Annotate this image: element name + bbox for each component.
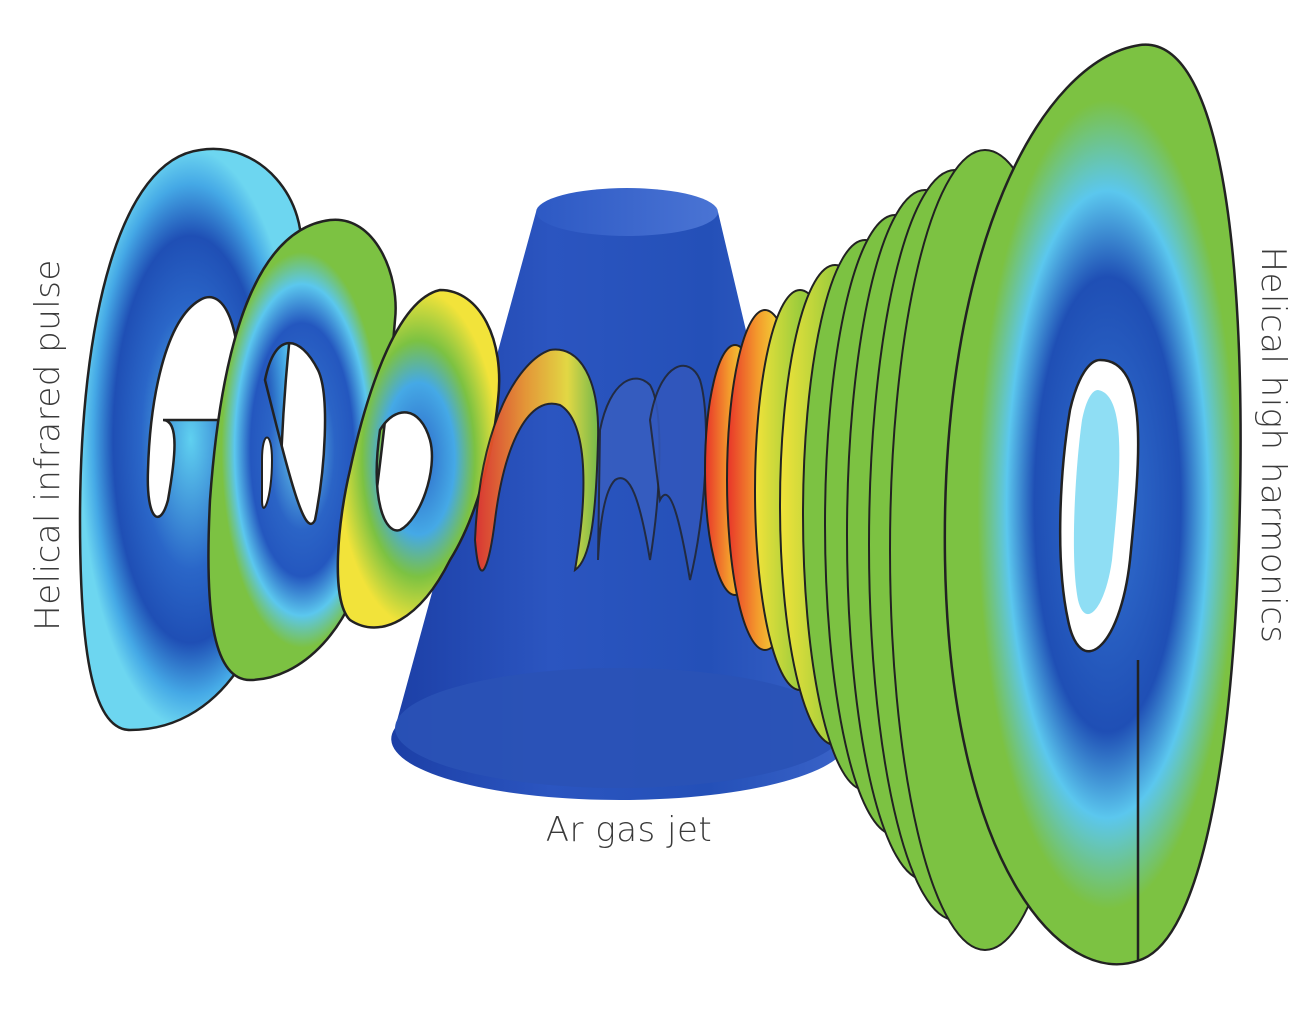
harmonic-disc-front [943,43,1242,966]
infrared-helix-loop-3 [336,288,501,629]
infrared-pulse-label: Helical infrared pulse [28,259,68,631]
gas-jet-label: Ar gas jet [545,810,713,850]
jet-interaction-rings [473,348,708,581]
high-harmonics-label: Helical high harmonics [1253,246,1293,644]
